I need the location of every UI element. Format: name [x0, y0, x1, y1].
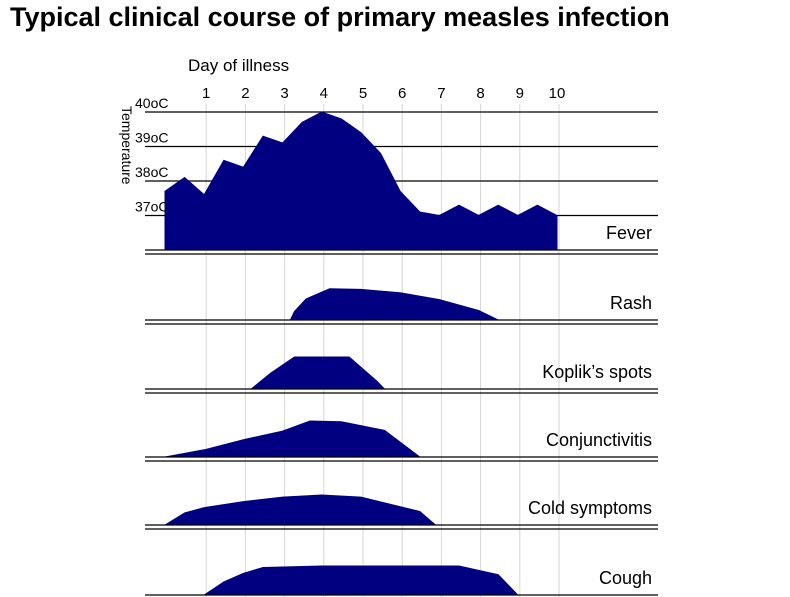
row-label-cold-symptoms: Cold symptoms	[528, 498, 652, 518]
x-tick-day-3: 3	[280, 85, 288, 102]
row-label-cough: Cough	[599, 568, 652, 588]
row-baselines	[145, 249, 658, 596]
x-tick-day-2: 2	[241, 85, 249, 102]
area-fever	[164, 111, 558, 251]
chart-title: Typical clinical course of primary measl…	[10, 2, 670, 32]
area-kopliks-spots	[249, 356, 386, 390]
row-label-kopliks-spots: Koplik’s spots	[542, 362, 652, 382]
x-tick-day-6: 6	[398, 85, 406, 102]
row-label-conjunctivitis: Conjunctivitis	[546, 430, 652, 450]
x-tick-day-10: 10	[549, 85, 566, 102]
y-axis-title: Temperature	[119, 106, 135, 185]
x-tick-day-7: 7	[437, 85, 445, 102]
symptom-areas	[163, 111, 558, 596]
temp-tick-39: 39oC	[135, 130, 168, 146]
x-tick-day-9: 9	[516, 85, 524, 102]
area-cough	[202, 565, 519, 596]
temp-tick-37: 37oC	[135, 199, 168, 215]
x-tick-day-5: 5	[359, 85, 367, 102]
row-label-rash: Rash	[610, 293, 652, 313]
temp-tick-40: 40oC	[135, 95, 168, 111]
chart-text: Day of illness Temperature 1 2 3 4 5 6 7 8 9 10 40…	[119, 56, 652, 588]
area-conjunctivitis	[164, 420, 422, 458]
x-tick-day-8: 8	[476, 85, 484, 102]
row-label-fever: Fever	[606, 223, 652, 243]
x-axis-title: Day of illness	[188, 56, 289, 75]
x-tick-day-4: 4	[320, 85, 328, 102]
area-rash	[289, 288, 499, 321]
area-cold-symptoms	[163, 494, 437, 526]
x-tick-day-1: 1	[202, 85, 210, 102]
temp-tick-38: 38oC	[135, 164, 168, 180]
